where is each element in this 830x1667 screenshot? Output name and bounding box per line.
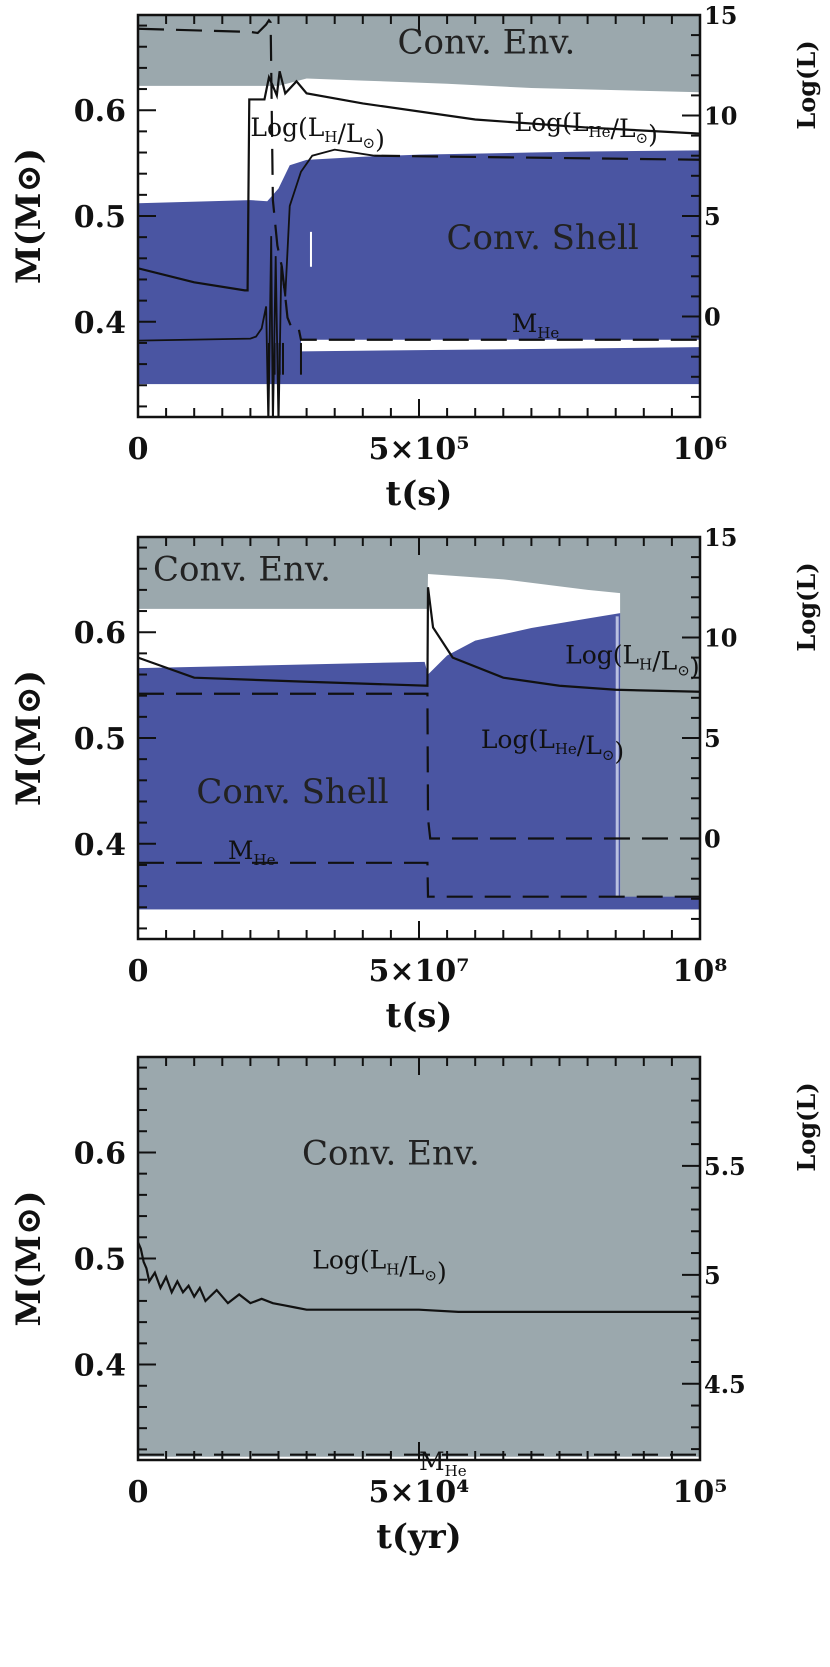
y-tick-label: 0.4: [74, 828, 126, 863]
curve-label-mhe: MHe: [228, 836, 276, 869]
y2-tick-label: 15: [704, 523, 737, 552]
x-tick-label: 10⁸: [673, 954, 728, 989]
region-label-env: Conv. Env.: [153, 550, 331, 590]
region-label-shell: Conv. Shell: [447, 218, 639, 258]
region-label-env: Conv. Env.: [302, 1133, 480, 1173]
panel-1: 0 5×10⁵ 10⁶ 0.4 0.5 0.6 0 5 10 15 t(s) M(M⊙) Log(L) C…: [9, 1, 821, 514]
conv-envelope-region: [138, 1057, 700, 1457]
curve-label-lh: Log(LH/L⊙): [565, 640, 699, 681]
plot-area: [138, 1057, 700, 1482]
x-tick-label: 10⁶: [673, 432, 728, 467]
m-he-line: [138, 861, 700, 898]
y2-tick-label: 4.5: [704, 1370, 746, 1399]
curve-label-lhe: Log(LHe/L⊙): [481, 725, 624, 766]
y2-tick-label: 15: [704, 1, 737, 30]
x-tick-label: 0: [128, 432, 149, 467]
log-lhe-line: [138, 692, 700, 840]
curve-label-mhe: MHe: [512, 309, 560, 342]
y-tick-label: 0.5: [74, 1243, 126, 1278]
x-tick-label: 5×10⁷: [369, 954, 470, 989]
y2-tick-label: 5.5: [704, 1152, 746, 1181]
conv-shell-region: [138, 1464, 363, 1482]
y-axis-label: M(M⊙): [9, 1191, 49, 1327]
log-lh-line: [138, 1241, 700, 1313]
bottom-shell-strip: [138, 896, 700, 910]
y-tick-label: 0.6: [74, 1136, 126, 1171]
y2-axis-label: Log(L): [792, 40, 821, 129]
y-tick-label: 0.4: [74, 1349, 126, 1384]
curve-label-mhe: MHe: [419, 1447, 467, 1480]
panel-2: 0 5×10⁷ 10⁸ 0.4 0.5 0.6 0 5 10 15 t(s) M(M⊙) Log(L) C…: [9, 523, 821, 1036]
y2-tick-label: 10: [704, 624, 737, 653]
y2-axis-label: Log(L): [792, 562, 821, 651]
panel-3: 0 5×10⁴ 10⁵ 0.4 0.5 0.6 4.5 5 5.5 t(yr) M(M⊙) Log(L…: [9, 1055, 821, 1557]
y-tick-label: 0.6: [74, 616, 126, 651]
y2-tick-label: 5: [704, 724, 721, 753]
y2-tick-label: 5: [704, 1261, 721, 1290]
x-tick-label: 5×10⁴: [369, 1475, 470, 1510]
x-axis-label: t(s): [385, 474, 452, 514]
y2-tick-label: 5: [704, 202, 721, 231]
log-lh-line: [138, 71, 700, 292]
plot-area: [138, 537, 700, 939]
curve-label-lhe: Log(LHe/L⊙): [515, 108, 658, 149]
y-axis-label: M(M⊙): [9, 670, 49, 806]
region-label-env: Conv. Env.: [398, 22, 576, 62]
core-region-left: [138, 909, 621, 939]
log-lhe-dashed-line: [374, 154, 700, 161]
y-tick-label: 0.5: [74, 722, 126, 757]
y-tick-label: 0.4: [74, 306, 126, 341]
y-axis-label: M(M⊙): [9, 148, 49, 284]
shell-stripe: [309, 231, 312, 267]
curve-label-lh: Log(LH/L⊙): [312, 1246, 446, 1287]
y-tick-label: 0.6: [74, 94, 126, 129]
x-tick-label: 0: [128, 954, 149, 989]
x-tick-label: 5×10⁵: [369, 432, 470, 467]
y2-tick-label: 0: [704, 303, 721, 332]
y2-tick-label: 0: [704, 825, 721, 854]
shell-edge: [615, 616, 619, 897]
log-lhe-line: [138, 148, 375, 417]
x-axis-label: t(yr): [376, 1517, 462, 1557]
conv-shell-region: [138, 150, 700, 385]
x-axis-label: t(s): [385, 996, 452, 1036]
x-tick-label: 0: [128, 1475, 149, 1510]
conv-shell-region: [138, 613, 621, 910]
region-label-shell: Conv. Shell: [196, 772, 388, 812]
y2-tick-label: 10: [704, 102, 737, 131]
curve-label-lh: Log(LH/L⊙): [250, 113, 384, 154]
y2-axis-label: Log(L): [792, 1082, 821, 1171]
log-lh-line: [138, 587, 700, 693]
shell-gap: [300, 339, 700, 352]
conv-shell-region: [138, 1464, 363, 1482]
y-tick-label: 0.5: [74, 200, 126, 235]
x-tick-label: 10⁵: [673, 1475, 728, 1510]
plot-area: [138, 15, 700, 417]
m-he-line: [138, 18, 700, 341]
